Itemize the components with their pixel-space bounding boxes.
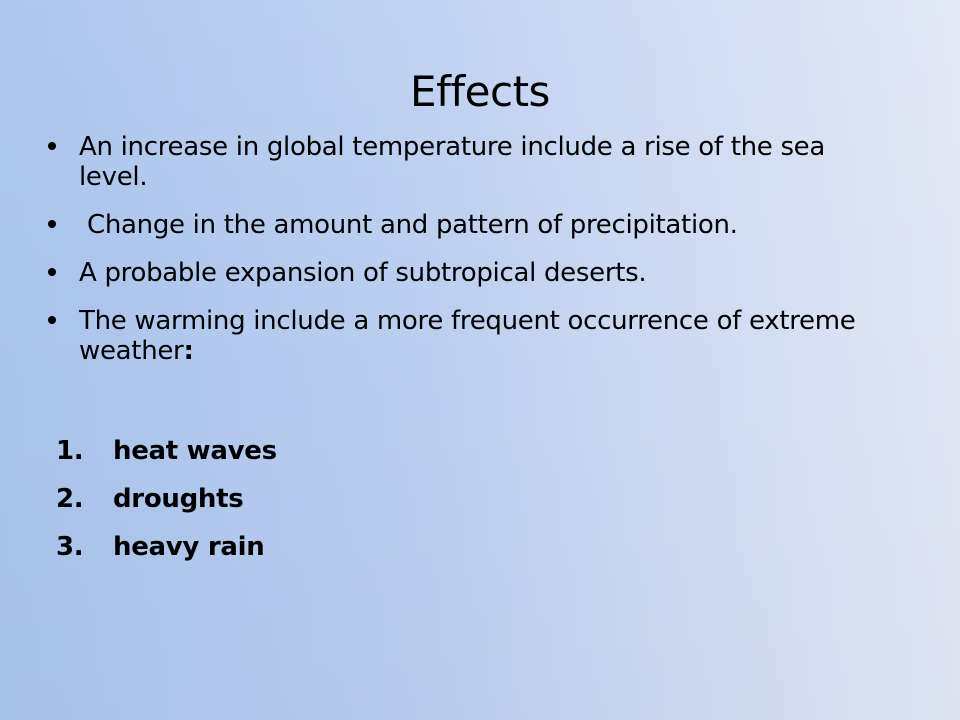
numbered-item: 2. droughts	[56, 484, 277, 514]
numbered-item-text: heat waves	[113, 436, 277, 466]
numbered-item: 3. heavy rain	[56, 532, 277, 562]
bullet-item: Change in the amount and pattern of prec…	[48, 210, 878, 240]
bullet-item: The warming include a more frequent occu…	[48, 306, 878, 366]
slide-title: Effects	[410, 67, 550, 116]
bullet-list: An increase in global temperature includ…	[48, 132, 878, 384]
bullet-dot-icon	[48, 220, 56, 228]
bullet-text-main: Change in the amount and pattern of prec…	[79, 210, 738, 240]
bullet-text: An increase in global temperature includ…	[79, 132, 825, 192]
bullet-text: Change in the amount and pattern of prec…	[79, 210, 738, 240]
numbered-item-text: droughts	[113, 484, 244, 514]
bullet-text: The warming include a more frequent occu…	[79, 306, 856, 366]
bullet-text-main: A probable expansion of subtropical dese…	[79, 258, 647, 288]
bullet-item: A probable expansion of subtropical dese…	[48, 258, 878, 288]
bullet-text-main: The warming include a more frequent occu…	[79, 306, 856, 366]
numbered-item: 1. heat waves	[56, 436, 277, 466]
bullet-text-tail: :	[183, 336, 194, 366]
number-marker: 2.	[56, 484, 84, 514]
number-marker: 3.	[56, 532, 84, 562]
bullet-text: A probable expansion of subtropical dese…	[79, 258, 647, 288]
number-marker: 1.	[56, 436, 84, 466]
bullet-dot-icon	[48, 142, 56, 150]
bullet-dot-icon	[48, 316, 56, 324]
bullet-item: An increase in global temperature includ…	[48, 132, 878, 192]
bullet-text-main: An increase in global temperature includ…	[79, 132, 826, 192]
bullet-dot-icon	[48, 268, 56, 276]
numbered-item-text: heavy rain	[113, 532, 265, 562]
numbered-list: 1. heat waves 2. droughts 3. heavy rain	[56, 436, 277, 580]
